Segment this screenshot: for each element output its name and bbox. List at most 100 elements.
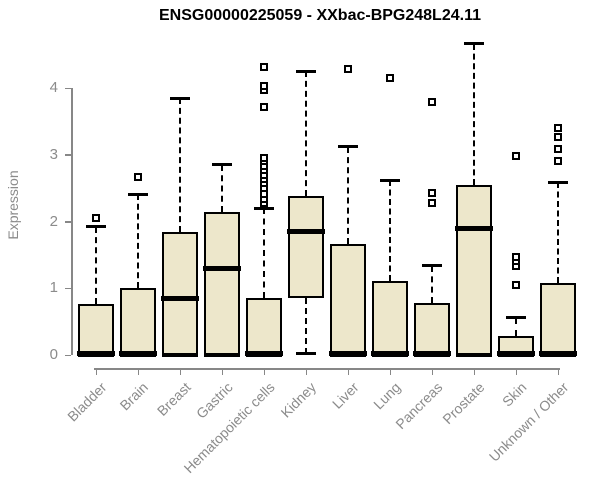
x-axis-tick xyxy=(431,368,433,375)
y-axis-tick xyxy=(65,154,71,156)
outlier-point xyxy=(512,252,520,261)
median-line xyxy=(455,225,493,231)
outlier-point xyxy=(344,65,352,74)
x-tick-label: Skin xyxy=(498,379,530,410)
outlier-point xyxy=(554,145,562,154)
x-axis-tick xyxy=(137,368,139,375)
upper-whisker xyxy=(263,208,265,298)
lower-whisker-cap xyxy=(456,353,492,357)
x-tick-label: Breast xyxy=(153,379,194,419)
boxplot-box xyxy=(330,243,366,355)
x-axis-tick xyxy=(389,368,391,375)
x-axis-tick xyxy=(95,368,97,375)
upper-whisker-cap xyxy=(296,69,316,73)
boxplot-box xyxy=(162,232,198,355)
upper-whisker-cap xyxy=(422,264,442,268)
y-axis-tick xyxy=(65,354,71,356)
upper-whisker xyxy=(95,226,97,304)
upper-whisker-cap xyxy=(86,225,106,229)
outlier-point xyxy=(134,173,142,182)
median-line xyxy=(539,351,577,357)
outlier-point xyxy=(260,81,268,90)
outlier-point xyxy=(428,98,436,107)
outlier-point xyxy=(260,102,268,111)
boxplot-box xyxy=(78,303,114,355)
x-tick-label: Prostate xyxy=(439,379,488,428)
median-line xyxy=(203,265,241,271)
outlier-point xyxy=(260,63,268,72)
boxplot-box xyxy=(246,297,282,355)
upper-whisker xyxy=(347,146,349,244)
median-line xyxy=(77,351,115,357)
outlier-point xyxy=(512,152,520,161)
y-axis-tick xyxy=(65,221,71,223)
x-axis-tick xyxy=(305,368,307,375)
median-line xyxy=(287,229,325,234)
x-axis-tick xyxy=(179,368,181,375)
lower-whisker xyxy=(305,297,307,354)
upper-whisker-cap xyxy=(380,178,400,182)
x-tick-label: Kidney xyxy=(277,379,320,421)
outlier-point xyxy=(260,154,268,163)
upper-whisker xyxy=(473,43,475,185)
x-tick-label: Unknown / Other xyxy=(485,379,572,465)
upper-whisker-cap xyxy=(548,180,568,184)
median-line xyxy=(413,351,451,357)
lower-whisker-cap xyxy=(204,353,240,357)
x-tick-label: Lung xyxy=(369,379,404,413)
y-tick-label: 0 xyxy=(49,346,58,363)
upper-whisker xyxy=(557,182,559,283)
outlier-point xyxy=(554,133,562,142)
y-tick-label: 1 xyxy=(49,279,58,297)
upper-whisker-cap xyxy=(128,192,148,196)
outlier-point xyxy=(512,280,520,289)
y-axis-tick xyxy=(65,287,71,290)
upper-whisker-cap xyxy=(170,96,190,100)
x-tick-label: Bladder xyxy=(63,379,110,425)
upper-whisker-cap xyxy=(338,145,358,149)
upper-whisker xyxy=(431,265,433,303)
y-tick-label: 4 xyxy=(49,79,58,96)
lower-whisker-cap xyxy=(162,353,198,357)
x-tick-label: Liver xyxy=(328,379,362,412)
y-axis-title: Expression xyxy=(5,170,21,240)
lower-whisker-cap xyxy=(296,352,316,356)
outlier-point xyxy=(92,214,100,223)
upper-whisker xyxy=(515,317,517,337)
median-line xyxy=(161,295,199,301)
upper-whisker xyxy=(305,71,307,197)
upper-whisker-cap xyxy=(506,316,526,320)
upper-whisker xyxy=(179,98,181,233)
x-axis-tick xyxy=(221,368,223,375)
outlier-point xyxy=(554,124,562,133)
outlier-point xyxy=(428,198,436,207)
median-line xyxy=(497,351,535,357)
outlier-point xyxy=(386,73,394,82)
median-line xyxy=(119,351,157,357)
boxplot-box xyxy=(414,302,450,355)
boxplot-box xyxy=(540,282,576,355)
upper-whisker-cap xyxy=(464,42,484,46)
upper-whisker-cap xyxy=(212,163,232,167)
outlier-point xyxy=(554,157,562,166)
y-axis-tick xyxy=(65,87,71,89)
x-tick-label: Brain xyxy=(116,379,152,414)
x-axis-tick xyxy=(263,368,265,375)
x-axis-tick xyxy=(347,368,349,375)
upper-whisker xyxy=(389,180,391,281)
y-tick-label: 2 xyxy=(49,212,58,230)
x-axis-tick xyxy=(473,368,475,375)
upper-whisker-cap xyxy=(254,206,274,210)
boxplot-box xyxy=(288,196,324,298)
chart-title: ENSG00000225059 - XXbac-BPG248L24.11 xyxy=(159,7,481,24)
boxplot-box xyxy=(456,184,492,355)
x-axis-line xyxy=(94,368,560,370)
median-line xyxy=(371,351,409,357)
boxplot-box xyxy=(372,280,408,355)
upper-whisker xyxy=(221,164,223,213)
upper-whisker xyxy=(137,194,139,289)
outlier-point xyxy=(428,188,436,197)
x-axis-tick xyxy=(515,368,517,375)
median-line xyxy=(245,351,283,357)
